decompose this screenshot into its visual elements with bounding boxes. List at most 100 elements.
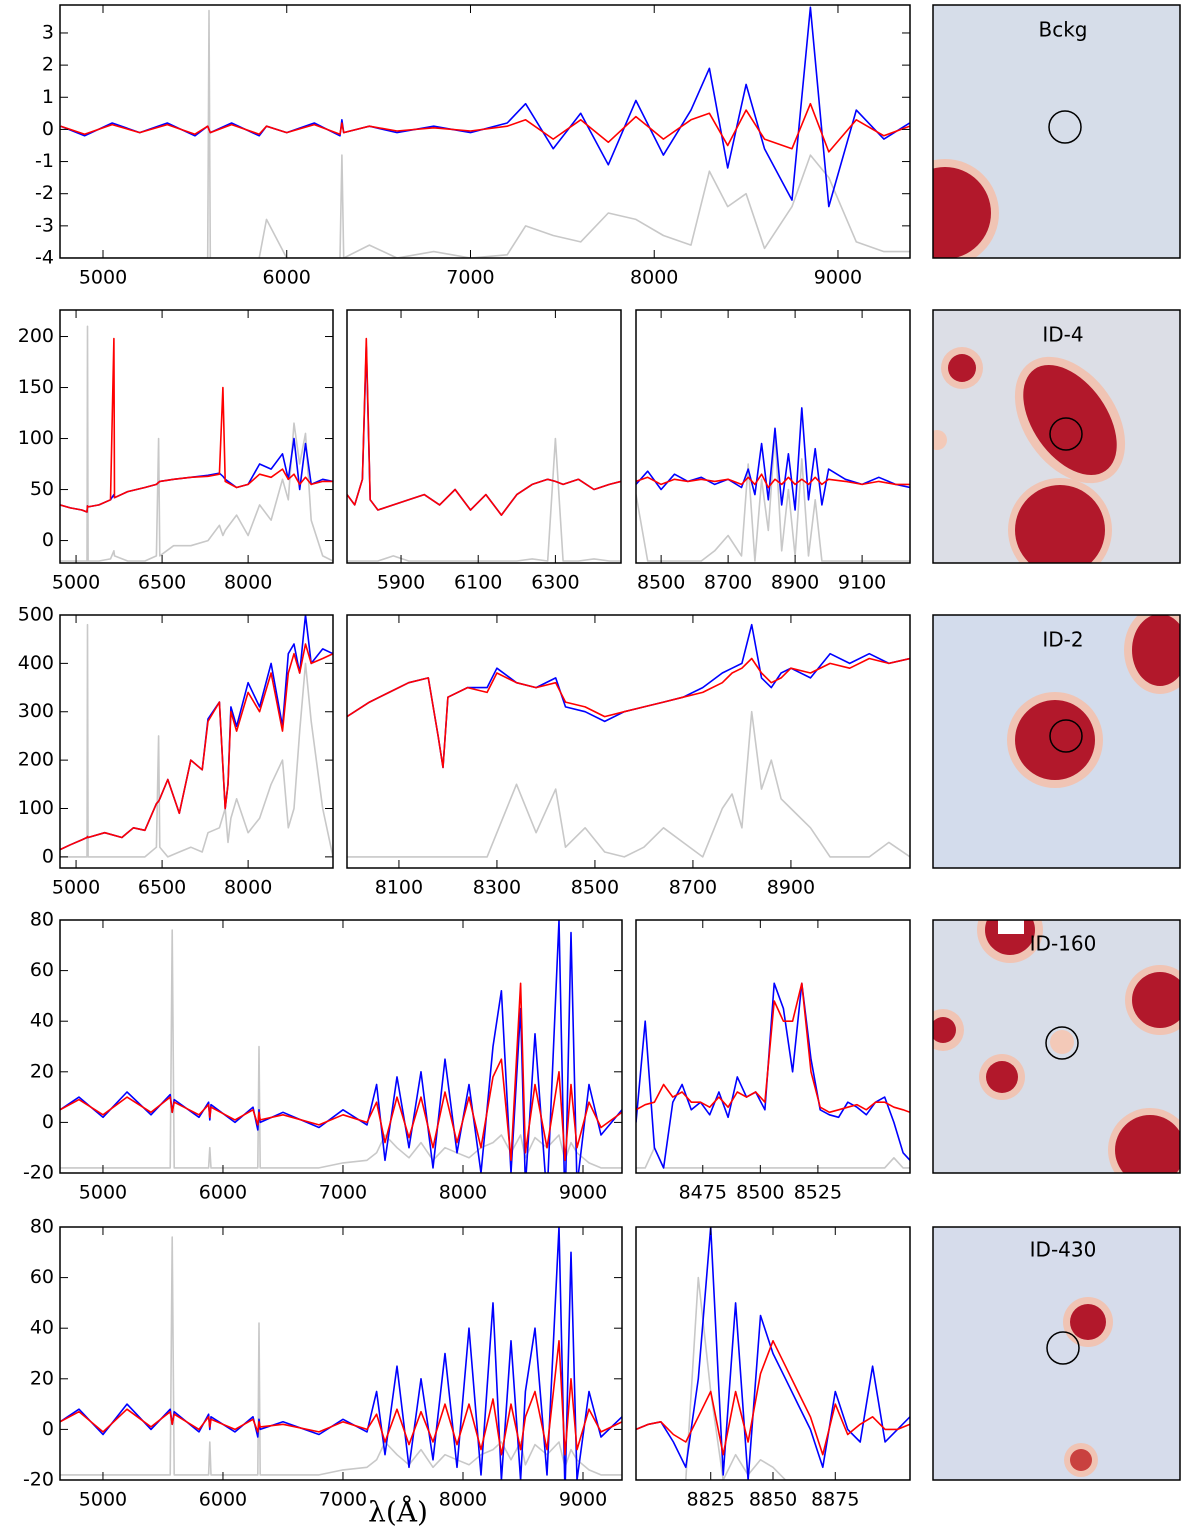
image-frames — [932, 4, 1181, 1481]
y-tick-label: 200 — [18, 325, 54, 347]
x-tick-label: 5000 — [79, 267, 127, 289]
y-tick-label: -4 — [35, 247, 54, 269]
y-tick-label: 0 — [42, 845, 54, 867]
y-tick-label: 100 — [18, 427, 54, 449]
y-tick-label: -3 — [35, 214, 54, 236]
y-tick-label: 20 — [30, 1060, 54, 1082]
spectrum-line — [60, 325, 333, 562]
x-tick-label: 5000 — [79, 1489, 127, 1511]
axes-frame — [59, 4, 911, 259]
x-tick-label: 7000 — [446, 267, 494, 289]
y-tick-label: 80 — [30, 1216, 54, 1238]
y-tick-label: -20 — [23, 1162, 54, 1184]
plot-area — [636, 407, 910, 562]
spectrum-line — [60, 643, 333, 851]
x-tick-label: 8000 — [439, 1489, 487, 1511]
x-tick-label: 8500 — [571, 877, 619, 899]
plot-area — [60, 615, 333, 858]
spectrum-line — [60, 929, 622, 1169]
x-tick-label: 9000 — [559, 1489, 607, 1511]
x-tick-label: 6500 — [138, 877, 186, 899]
spectrum-line — [636, 1340, 910, 1456]
x-tick-label: 6300 — [531, 572, 579, 594]
y-tick-label: 60 — [30, 959, 54, 981]
plot-area — [347, 337, 621, 562]
y-tick-label: -2 — [35, 182, 54, 204]
spectrum-line — [636, 982, 910, 1114]
x-tick-label: 5000 — [79, 1182, 127, 1204]
plot-area — [636, 982, 910, 1169]
y-tick-label: -20 — [23, 1469, 54, 1491]
image-panel — [933, 5, 1180, 258]
x-tick-label: 8700 — [704, 572, 752, 594]
x-tick-label: 5000 — [52, 572, 100, 594]
x-tick-label: 8300 — [473, 877, 521, 899]
y-tick-label: 1 — [42, 86, 54, 108]
x-tick-label: 7000 — [319, 1489, 367, 1511]
y-tick-label: 3 — [42, 21, 54, 43]
y-tick-label: 40 — [30, 1010, 54, 1032]
image-label: ID-430 — [1030, 1238, 1097, 1262]
plot-area — [60, 325, 333, 562]
x-tick-label: 8000 — [224, 877, 272, 899]
axes-frame — [59, 919, 623, 1174]
x-tick-label: 8475 — [679, 1182, 727, 1204]
axes-frame — [59, 614, 334, 869]
y-tick-label: 20 — [30, 1367, 54, 1389]
plot-area — [60, 1227, 622, 1480]
x-tick-label: 6000 — [199, 1182, 247, 1204]
axes-frame — [635, 919, 911, 1174]
image-panel — [933, 1227, 1180, 1480]
x-tick-label: 8525 — [794, 1182, 842, 1204]
x-tick-label: 8850 — [749, 1489, 797, 1511]
x-axis-label: λ(Å) — [368, 1496, 428, 1529]
spectrum-line — [60, 102, 910, 153]
image-panel — [933, 615, 1180, 868]
x-tick-label: 8000 — [630, 267, 678, 289]
x-tick-label: 8875 — [811, 1489, 859, 1511]
y-tick-label: 0 — [42, 529, 54, 551]
spectrum-line — [60, 623, 333, 858]
spectrum-line — [347, 437, 621, 562]
x-tick-label: 8900 — [771, 572, 819, 594]
x-tick-label: 8100 — [375, 877, 423, 899]
x-tick-label: 8500 — [736, 1182, 784, 1204]
y-tick-label: 60 — [30, 1266, 54, 1288]
y-tick-label: 150 — [18, 376, 54, 398]
x-tick-label: 9000 — [559, 1182, 607, 1204]
spectrum-line — [347, 710, 910, 858]
x-tick-label: 6500 — [138, 572, 186, 594]
x-tick-label: 5900 — [377, 572, 425, 594]
axes-frame — [59, 309, 334, 564]
y-tick-label: 0 — [42, 1418, 54, 1440]
y-tick-label: -1 — [35, 150, 54, 172]
axes-frame — [346, 614, 911, 869]
x-tick-label: 8825 — [687, 1489, 735, 1511]
spectrum-line — [636, 473, 910, 489]
y-tick-label: 0 — [42, 1111, 54, 1133]
y-tick-label: 400 — [18, 652, 54, 674]
y-tick-label: 300 — [18, 700, 54, 722]
x-tick-label: 8500 — [637, 572, 685, 594]
y-tick-label: 0 — [42, 118, 54, 140]
spectrum-line — [347, 337, 621, 516]
spectrum-line — [636, 1146, 910, 1169]
x-tick-label: 7000 — [319, 1182, 367, 1204]
y-tick-label: 40 — [30, 1317, 54, 1339]
x-tick-label: 9100 — [838, 572, 886, 594]
spectrum-line — [636, 1227, 910, 1480]
x-tick-label: 6000 — [199, 1489, 247, 1511]
x-tick-label: 8000 — [224, 572, 272, 594]
y-tick-label: 80 — [30, 909, 54, 931]
spectrum-line — [636, 982, 910, 1169]
image-panel — [933, 920, 1180, 1173]
spectrum-line — [60, 920, 622, 1173]
y-tick-label: 200 — [18, 749, 54, 771]
spectrum-line — [347, 345, 621, 516]
plot-area — [60, 920, 622, 1173]
y-tick-label: 500 — [18, 604, 54, 626]
x-tick-label: 8000 — [439, 1182, 487, 1204]
axes-frame — [59, 1226, 623, 1481]
